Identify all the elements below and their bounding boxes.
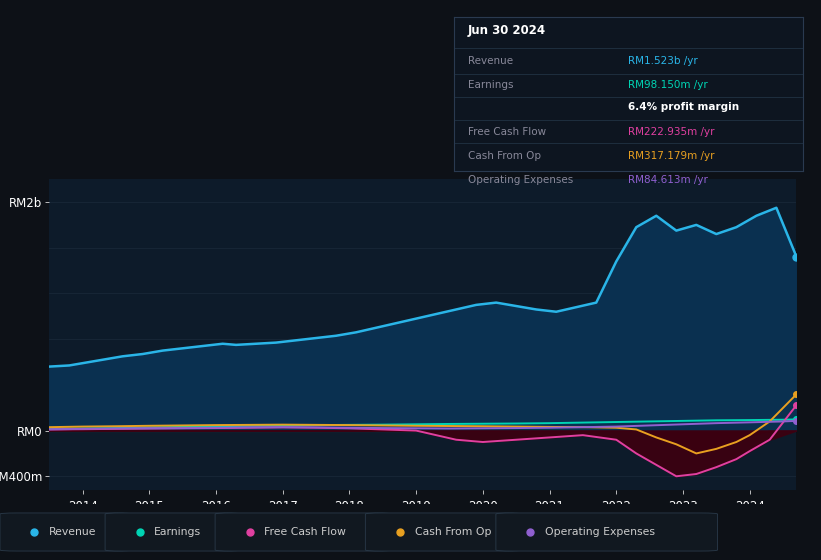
Text: Earnings: Earnings: [154, 527, 201, 537]
Text: RM222.935m /yr: RM222.935m /yr: [629, 127, 715, 137]
Text: RM1.523b /yr: RM1.523b /yr: [629, 55, 698, 66]
Text: Jun 30 2024: Jun 30 2024: [468, 24, 546, 37]
Text: RM84.613m /yr: RM84.613m /yr: [629, 175, 709, 185]
Text: Free Cash Flow: Free Cash Flow: [264, 527, 346, 537]
Text: Operating Expenses: Operating Expenses: [545, 527, 655, 537]
Text: Cash From Op: Cash From Op: [415, 527, 491, 537]
FancyBboxPatch shape: [496, 513, 718, 551]
Text: Operating Expenses: Operating Expenses: [468, 175, 573, 185]
FancyBboxPatch shape: [105, 513, 241, 551]
Text: Cash From Op: Cash From Op: [468, 151, 541, 161]
FancyBboxPatch shape: [0, 513, 131, 551]
FancyBboxPatch shape: [365, 513, 521, 551]
Text: Revenue: Revenue: [468, 55, 513, 66]
Text: Free Cash Flow: Free Cash Flow: [468, 127, 546, 137]
Text: RM98.150m /yr: RM98.150m /yr: [629, 80, 709, 90]
Text: Earnings: Earnings: [468, 80, 513, 90]
Text: Revenue: Revenue: [49, 527, 97, 537]
FancyBboxPatch shape: [215, 513, 392, 551]
Text: RM317.179m /yr: RM317.179m /yr: [629, 151, 715, 161]
Text: 6.4% profit margin: 6.4% profit margin: [629, 102, 740, 112]
